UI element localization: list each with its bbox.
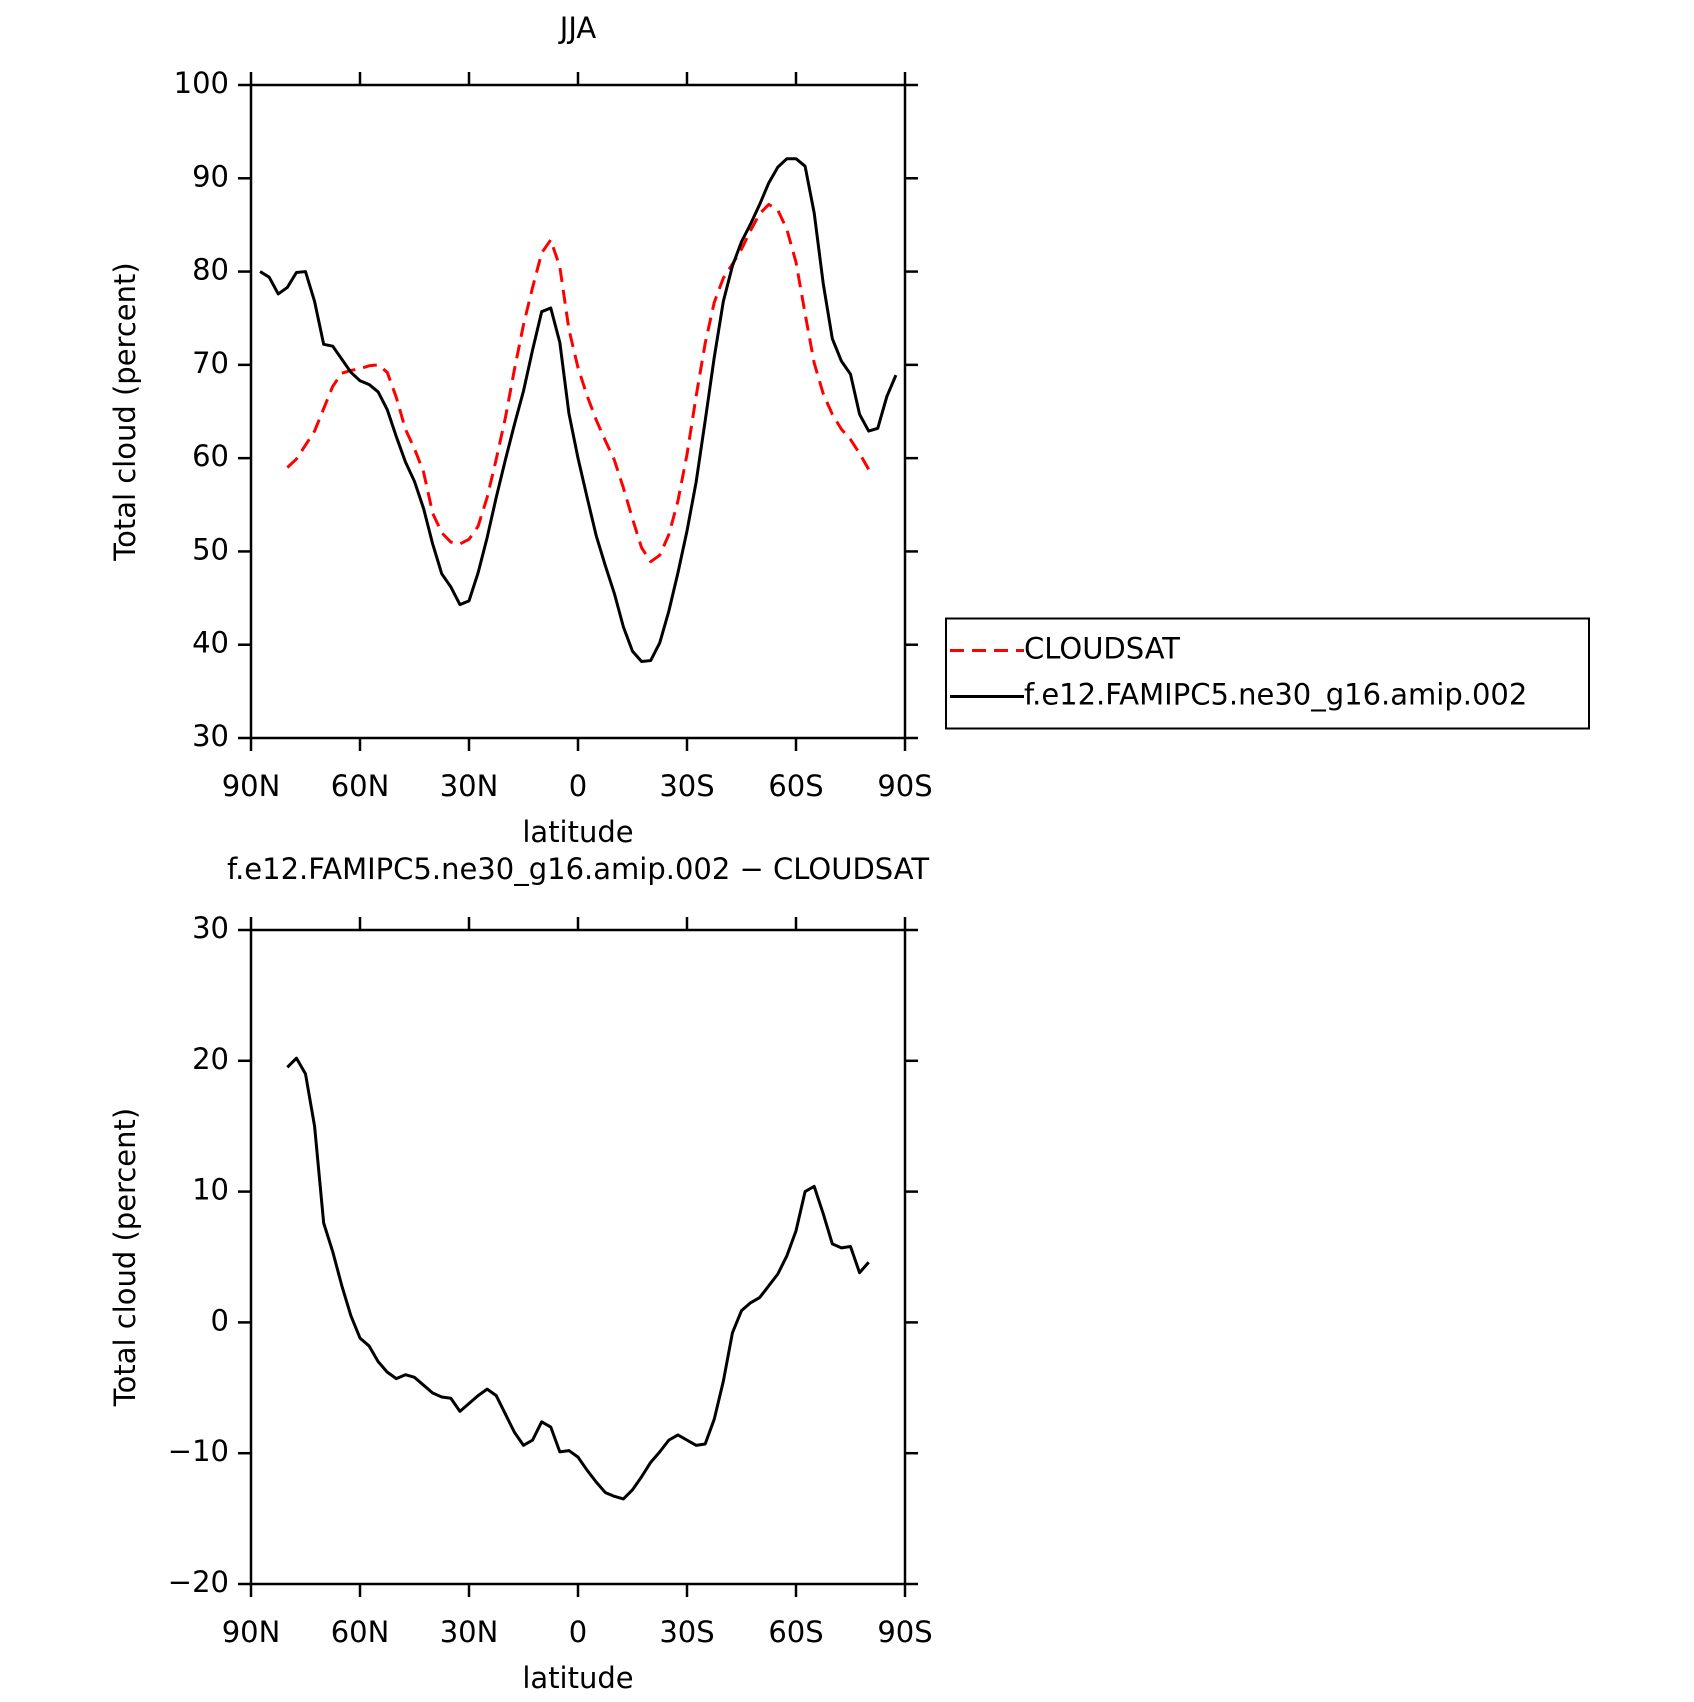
legend-label: f.e12.FAMIPC5.ne30_g16.amip.002 [1024, 678, 1527, 712]
x-tick-label: 90N [222, 769, 281, 803]
y-tick-label: 50 [192, 532, 229, 566]
data-line [286, 1056, 870, 1501]
x-tick-label: 60N [331, 769, 390, 803]
x-tick-label: 0 [569, 769, 587, 803]
plot-frame [249, 83, 907, 740]
y-tick-label: −10 [168, 1434, 229, 1468]
y-tick-label: 0 [211, 1303, 229, 1337]
x-tick-label: 60N [331, 1615, 390, 1649]
y-tick-label: 90 [192, 159, 229, 193]
y-tick-label: 30 [192, 719, 229, 753]
data-line [286, 202, 870, 564]
x-tick-label: 90S [877, 1615, 932, 1649]
x-axis-label: latitude [522, 815, 633, 849]
x-tick-label: 30N [440, 769, 499, 803]
x-axis-label: latitude [522, 1661, 633, 1695]
legend-label: CLOUDSAT [1024, 632, 1180, 666]
x-tick-label: 0 [569, 1615, 587, 1649]
legend-box [945, 617, 1590, 730]
y-tick-label: 60 [192, 439, 229, 473]
x-tick-label: 30S [659, 1615, 714, 1649]
x-tick-label: 30S [659, 769, 714, 803]
y-tick-label: 100 [174, 66, 229, 100]
y-tick-label: 30 [192, 911, 229, 945]
y-axis-label: Total cloud (percent) [108, 1108, 142, 1407]
y-tick-label: 20 [192, 1042, 229, 1076]
data-line [259, 157, 898, 664]
x-tick-label: 90S [877, 769, 932, 803]
y-axis-label: Total cloud (percent) [108, 262, 142, 561]
chart-title: JJA [558, 11, 597, 45]
y-tick-label: −20 [168, 1565, 229, 1599]
y-tick-label: 40 [192, 626, 229, 660]
x-tick-label: 30N [440, 1615, 499, 1649]
y-tick-label: 10 [192, 1173, 229, 1207]
plot-frame [249, 928, 907, 1586]
x-tick-label: 60S [768, 769, 823, 803]
x-tick-label: 90N [222, 1615, 281, 1649]
x-tick-label: 60S [768, 1615, 823, 1649]
y-tick-label: 70 [192, 346, 229, 380]
y-tick-label: 80 [192, 253, 229, 287]
chart-title: f.e12.FAMIPC5.ne30_g16.amip.002 − CLOUDS… [227, 852, 929, 886]
